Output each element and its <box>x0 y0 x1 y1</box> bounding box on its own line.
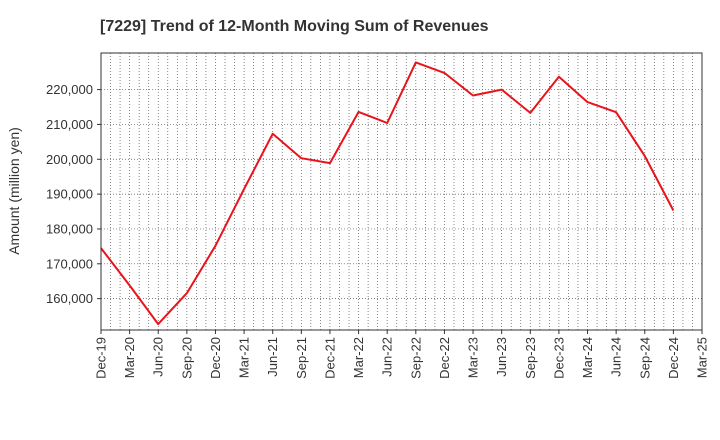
y-tick-label: 170,000 <box>46 256 93 271</box>
y-tick-label: 200,000 <box>46 152 93 167</box>
chart-title: [7229] Trend of 12-Month Moving Sum of R… <box>100 18 489 35</box>
y-tick-label: 190,000 <box>46 187 93 202</box>
x-tick-label: Jun-21 <box>265 337 280 377</box>
y-axis-label: Amount (million yen) <box>6 127 22 255</box>
x-tick-label: Mar-20 <box>122 337 137 378</box>
x-tick-label: Sep-24 <box>637 337 652 379</box>
grid <box>101 53 702 330</box>
x-tick-label: Sep-21 <box>294 337 309 379</box>
x-tick-label: Mar-22 <box>351 337 366 378</box>
y-tick-label: 160,000 <box>46 291 93 306</box>
y-tick-label: 220,000 <box>46 82 93 97</box>
x-tick-label: Dec-23 <box>551 337 566 379</box>
y-tick-label: 210,000 <box>46 117 93 132</box>
x-tick-labels: Dec-19 Mar-20 Jun-20 Sep-20 Dec-20 Mar-21 Jun-… <box>94 330 710 379</box>
x-tick-label: Mar-23 <box>466 337 481 378</box>
x-tick-label: Sep-22 <box>408 337 423 379</box>
x-tick-label: Mar-24 <box>580 337 595 378</box>
x-tick-label: Dec-22 <box>437 337 452 379</box>
y-tick-label: 180,000 <box>46 221 93 236</box>
x-tick-label: Jun-23 <box>494 337 509 377</box>
x-tick-label: Dec-19 <box>94 337 109 379</box>
x-tick-label: Dec-21 <box>322 337 337 379</box>
x-tick-label: Mar-21 <box>237 337 252 378</box>
x-tick-label: Jun-24 <box>609 337 624 377</box>
x-tick-label: Dec-24 <box>666 337 681 379</box>
plot-area-frame <box>100 52 703 331</box>
x-tick-label: Sep-20 <box>179 337 194 379</box>
x-tick-label: Mar-25 <box>695 337 710 378</box>
x-tick-label: Sep-23 <box>523 337 538 379</box>
x-tick-label: Jun-20 <box>151 337 166 377</box>
x-tick-label: Dec-20 <box>208 337 223 379</box>
series-lines <box>100 61 675 326</box>
x-tick-label: Jun-22 <box>380 337 395 377</box>
y-tick-labels: 160,000 170,000 180,000 190,000 200,000 210,0… <box>46 82 101 306</box>
series-line <box>100 61 675 326</box>
